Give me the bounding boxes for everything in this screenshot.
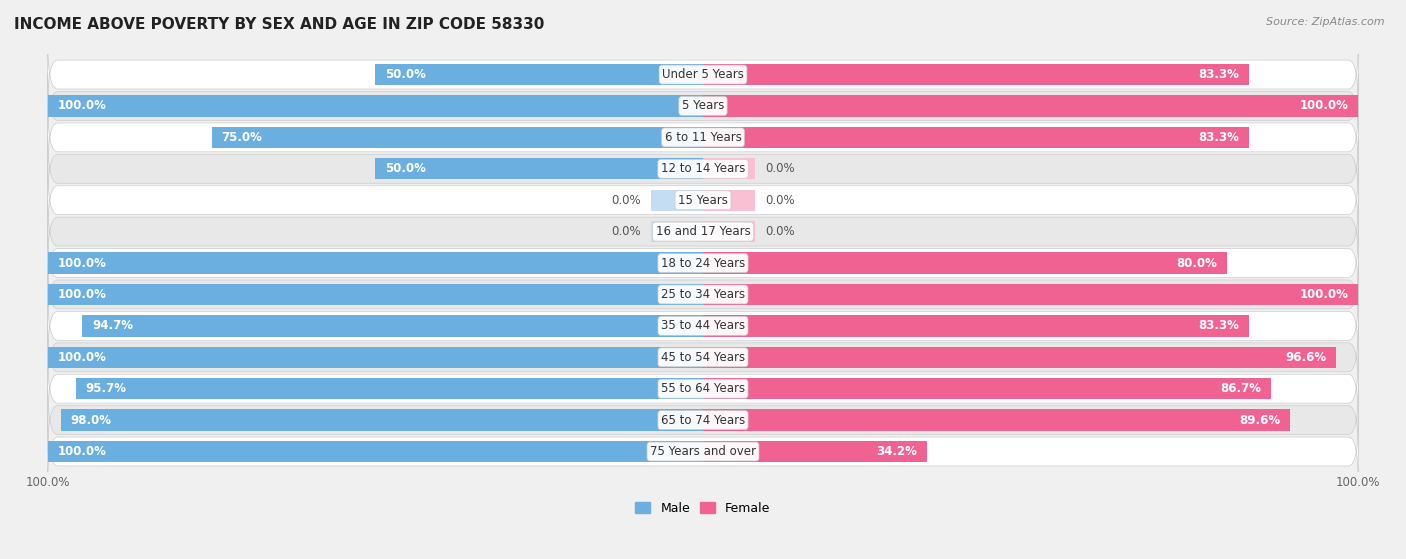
Text: 25 to 34 Years: 25 to 34 Years: [661, 288, 745, 301]
Bar: [703, 409, 1291, 431]
Text: 98.0%: 98.0%: [70, 414, 111, 427]
FancyBboxPatch shape: [48, 42, 1358, 107]
FancyBboxPatch shape: [48, 105, 1358, 170]
FancyBboxPatch shape: [48, 262, 1358, 327]
Text: 0.0%: 0.0%: [765, 162, 794, 176]
Text: 0.0%: 0.0%: [612, 225, 641, 238]
Bar: [703, 64, 1249, 85]
Bar: [48, 284, 703, 305]
Bar: [83, 315, 703, 337]
Text: 94.7%: 94.7%: [93, 319, 134, 333]
Text: 16 and 17 Years: 16 and 17 Years: [655, 225, 751, 238]
Text: 83.3%: 83.3%: [1198, 68, 1239, 81]
Text: 100.0%: 100.0%: [1299, 288, 1348, 301]
Bar: [375, 158, 703, 179]
Text: 50.0%: 50.0%: [385, 68, 426, 81]
Text: 89.6%: 89.6%: [1239, 414, 1281, 427]
Text: 100.0%: 100.0%: [58, 100, 107, 112]
Bar: [48, 347, 703, 368]
Bar: [703, 221, 755, 242]
Text: 12 to 14 Years: 12 to 14 Years: [661, 162, 745, 176]
Bar: [703, 190, 755, 211]
FancyBboxPatch shape: [48, 199, 1358, 264]
Text: 15 Years: 15 Years: [678, 194, 728, 207]
Bar: [651, 221, 703, 242]
Text: 80.0%: 80.0%: [1177, 257, 1218, 269]
Bar: [211, 127, 703, 148]
Text: 95.7%: 95.7%: [86, 382, 127, 395]
Bar: [703, 158, 755, 179]
Text: 83.3%: 83.3%: [1198, 319, 1239, 333]
Text: 0.0%: 0.0%: [765, 225, 794, 238]
FancyBboxPatch shape: [48, 168, 1358, 233]
Text: Under 5 Years: Under 5 Years: [662, 68, 744, 81]
Text: 75.0%: 75.0%: [221, 131, 263, 144]
Legend: Male, Female: Male, Female: [630, 497, 776, 520]
FancyBboxPatch shape: [48, 136, 1358, 201]
Bar: [703, 347, 1336, 368]
Text: 86.7%: 86.7%: [1220, 382, 1261, 395]
Text: Source: ZipAtlas.com: Source: ZipAtlas.com: [1267, 17, 1385, 27]
Bar: [48, 95, 703, 117]
Text: 100.0%: 100.0%: [58, 445, 107, 458]
Bar: [703, 315, 1249, 337]
FancyBboxPatch shape: [48, 356, 1358, 421]
FancyBboxPatch shape: [48, 387, 1358, 453]
Text: 45 to 54 Years: 45 to 54 Years: [661, 351, 745, 364]
Text: 0.0%: 0.0%: [612, 194, 641, 207]
Text: INCOME ABOVE POVERTY BY SEX AND AGE IN ZIP CODE 58330: INCOME ABOVE POVERTY BY SEX AND AGE IN Z…: [14, 17, 544, 32]
Text: 100.0%: 100.0%: [58, 257, 107, 269]
Bar: [48, 252, 703, 274]
Text: 65 to 74 Years: 65 to 74 Years: [661, 414, 745, 427]
FancyBboxPatch shape: [48, 293, 1358, 358]
Text: 18 to 24 Years: 18 to 24 Years: [661, 257, 745, 269]
Bar: [703, 127, 1249, 148]
Text: 83.3%: 83.3%: [1198, 131, 1239, 144]
Text: 100.0%: 100.0%: [58, 351, 107, 364]
Text: 100.0%: 100.0%: [1299, 100, 1348, 112]
Text: 55 to 64 Years: 55 to 64 Years: [661, 382, 745, 395]
Bar: [60, 409, 703, 431]
Bar: [48, 441, 703, 462]
FancyBboxPatch shape: [48, 419, 1358, 484]
FancyBboxPatch shape: [48, 73, 1358, 139]
Bar: [703, 284, 1358, 305]
Bar: [375, 64, 703, 85]
Bar: [651, 190, 703, 211]
Text: 50.0%: 50.0%: [385, 162, 426, 176]
Bar: [76, 378, 703, 399]
Text: 100.0%: 100.0%: [58, 288, 107, 301]
Text: 5 Years: 5 Years: [682, 100, 724, 112]
Bar: [703, 378, 1271, 399]
FancyBboxPatch shape: [48, 325, 1358, 390]
Text: 0.0%: 0.0%: [765, 194, 794, 207]
Text: 6 to 11 Years: 6 to 11 Years: [665, 131, 741, 144]
FancyBboxPatch shape: [48, 230, 1358, 296]
Text: 75 Years and over: 75 Years and over: [650, 445, 756, 458]
Bar: [703, 252, 1227, 274]
Text: 35 to 44 Years: 35 to 44 Years: [661, 319, 745, 333]
Bar: [703, 441, 927, 462]
Text: 34.2%: 34.2%: [876, 445, 917, 458]
Text: 96.6%: 96.6%: [1285, 351, 1326, 364]
Bar: [703, 95, 1358, 117]
